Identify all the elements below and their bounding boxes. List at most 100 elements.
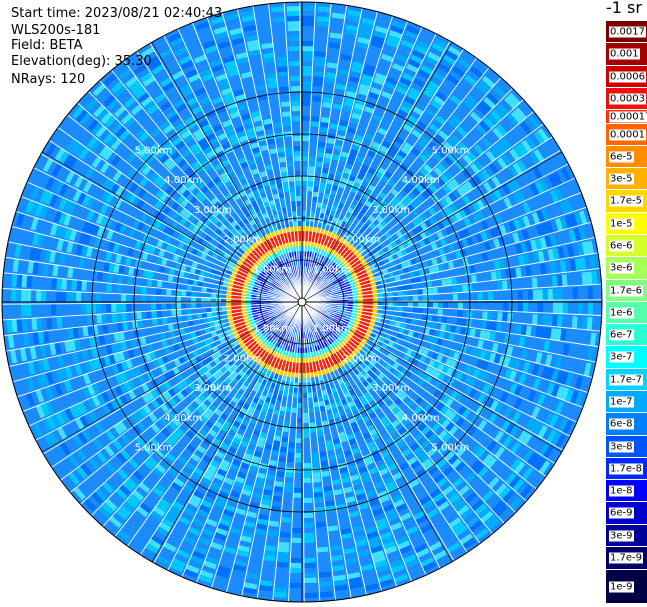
- azimuth-line: [301, 301, 562, 453]
- range-gate-cell: [315, 521, 326, 528]
- range-gate-cell: [338, 262, 344, 268]
- range-gate-cell: [220, 442, 229, 450]
- range-gate-cell: [273, 435, 281, 442]
- ray-gap: [69, 301, 303, 493]
- range-gate-cell: [234, 476, 245, 484]
- range-gate-cell: [289, 377, 295, 383]
- range-gate-cell: [303, 572, 317, 578]
- range-gate-cell: [293, 492, 302, 498]
- range-gate-cell: [313, 76, 324, 83]
- range-gate-cell: [334, 252, 341, 259]
- range-gate-cell: [295, 432, 302, 438]
- range-gate-cell: [238, 103, 249, 111]
- range-gate-cell: [336, 218, 343, 226]
- range-gate-cell: [381, 140, 392, 149]
- range-gate-cell: [139, 176, 149, 187]
- range-gate-cell: [266, 320, 272, 325]
- range-gate-cell: [235, 273, 242, 279]
- range-gate-cell: [539, 178, 549, 193]
- range-gate-cell: [382, 420, 391, 429]
- range-gate-cell: [271, 281, 277, 286]
- range-gate-cell: [302, 412, 309, 418]
- range-gate-cell: [576, 242, 585, 257]
- range-gate-cell: [363, 322, 370, 327]
- range-gate-cell: [533, 130, 545, 145]
- range-gate-cell: [505, 422, 516, 435]
- range-gate-cell: [216, 298, 222, 302]
- range-gate-cell: [256, 518, 268, 526]
- range-gate-cell: [339, 436, 348, 443]
- range-gate-cell: [366, 369, 374, 377]
- range-gate-cell: [398, 462, 409, 472]
- range-gate-cell: [335, 83, 347, 91]
- range-gate-cell: [531, 364, 540, 377]
- range-gate-cell: [108, 354, 116, 365]
- range-gate-cell: [517, 430, 529, 443]
- range-gate-cell: [29, 246, 37, 260]
- range-gate-cell: [298, 372, 302, 378]
- range-gate-cell: [287, 263, 291, 269]
- range-gate-cell: [536, 393, 546, 407]
- range-gate-cell: [528, 115, 541, 130]
- range-gate-cell: [183, 568, 198, 579]
- range-gate-cell: [92, 437, 103, 450]
- range-gate-cell: [118, 383, 128, 394]
- range-gate-cell: [410, 258, 417, 266]
- range-gate-cell: [302, 387, 307, 393]
- range-gate-cell: [277, 66, 289, 73]
- range-gate-cell: [381, 53, 394, 63]
- range-gate-cell: [564, 199, 574, 214]
- range-gate-cell: [513, 397, 523, 410]
- range-gate-cell: [137, 91, 151, 104]
- range-gate-cell: [495, 270, 502, 281]
- range-gate-cell: [433, 95, 446, 106]
- range-gate-cell: [477, 292, 483, 301]
- range-gate-cell: [303, 477, 312, 483]
- range-gate-cell: [552, 288, 558, 301]
- range-gate-cell: [332, 250, 338, 257]
- range-gate-cell: [404, 558, 419, 569]
- range-gate-cell: [285, 406, 291, 413]
- range-gate-cell: [96, 108, 109, 121]
- range-gate-cell: [95, 125, 107, 138]
- range-gate-cell: [229, 275, 236, 281]
- range-gate-cell: [116, 303, 122, 312]
- range-gate-cell: [277, 71, 289, 78]
- range-gate-cell: [241, 327, 248, 332]
- range-gate-cell: [442, 466, 454, 477]
- range-gate-cell: [446, 181, 456, 192]
- colorbar-level-label: 6e-8: [609, 418, 634, 430]
- range-gate-cell: [472, 175, 483, 186]
- range-gate-cell: [241, 457, 251, 465]
- range-gate-cell: [554, 218, 564, 232]
- range-gate-cell: [289, 382, 294, 388]
- range-gate-cell: [302, 101, 312, 107]
- range-gate-cell: [250, 266, 257, 272]
- range-gate-cell: [289, 567, 302, 573]
- range-gate-cell: [302, 181, 308, 187]
- range-gate-cell: [213, 499, 225, 509]
- range-gate-cell: [110, 399, 120, 410]
- range-gate-cell: [263, 287, 269, 291]
- range-gate-cell: [183, 134, 195, 144]
- range-gate-cell: [156, 287, 162, 295]
- range-gate-cell: [494, 402, 504, 414]
- range-gate-cell: [305, 231, 309, 237]
- range-gate-cell: [164, 513, 177, 524]
- range-gate-cell: [201, 527, 214, 537]
- range-gate-cell: [154, 92, 167, 103]
- range-gate-cell: [362, 295, 368, 299]
- range-gate-cell: [346, 274, 352, 279]
- range-gate-cell: [439, 238, 448, 247]
- range-gate-cell: [434, 440, 445, 451]
- range-gate-cell: [343, 320, 349, 325]
- range-gate-cell: [512, 162, 523, 175]
- range-gate-cell: [498, 259, 506, 270]
- range-gate-cell: [562, 420, 573, 435]
- range-gate-cell: [287, 26, 301, 32]
- range-gate-cell: [425, 375, 433, 384]
- range-gate-cell: [244, 341, 251, 347]
- range-gate-cell: [187, 526, 200, 536]
- range-gate-cell: [302, 241, 305, 247]
- range-gate-cell: [273, 362, 279, 369]
